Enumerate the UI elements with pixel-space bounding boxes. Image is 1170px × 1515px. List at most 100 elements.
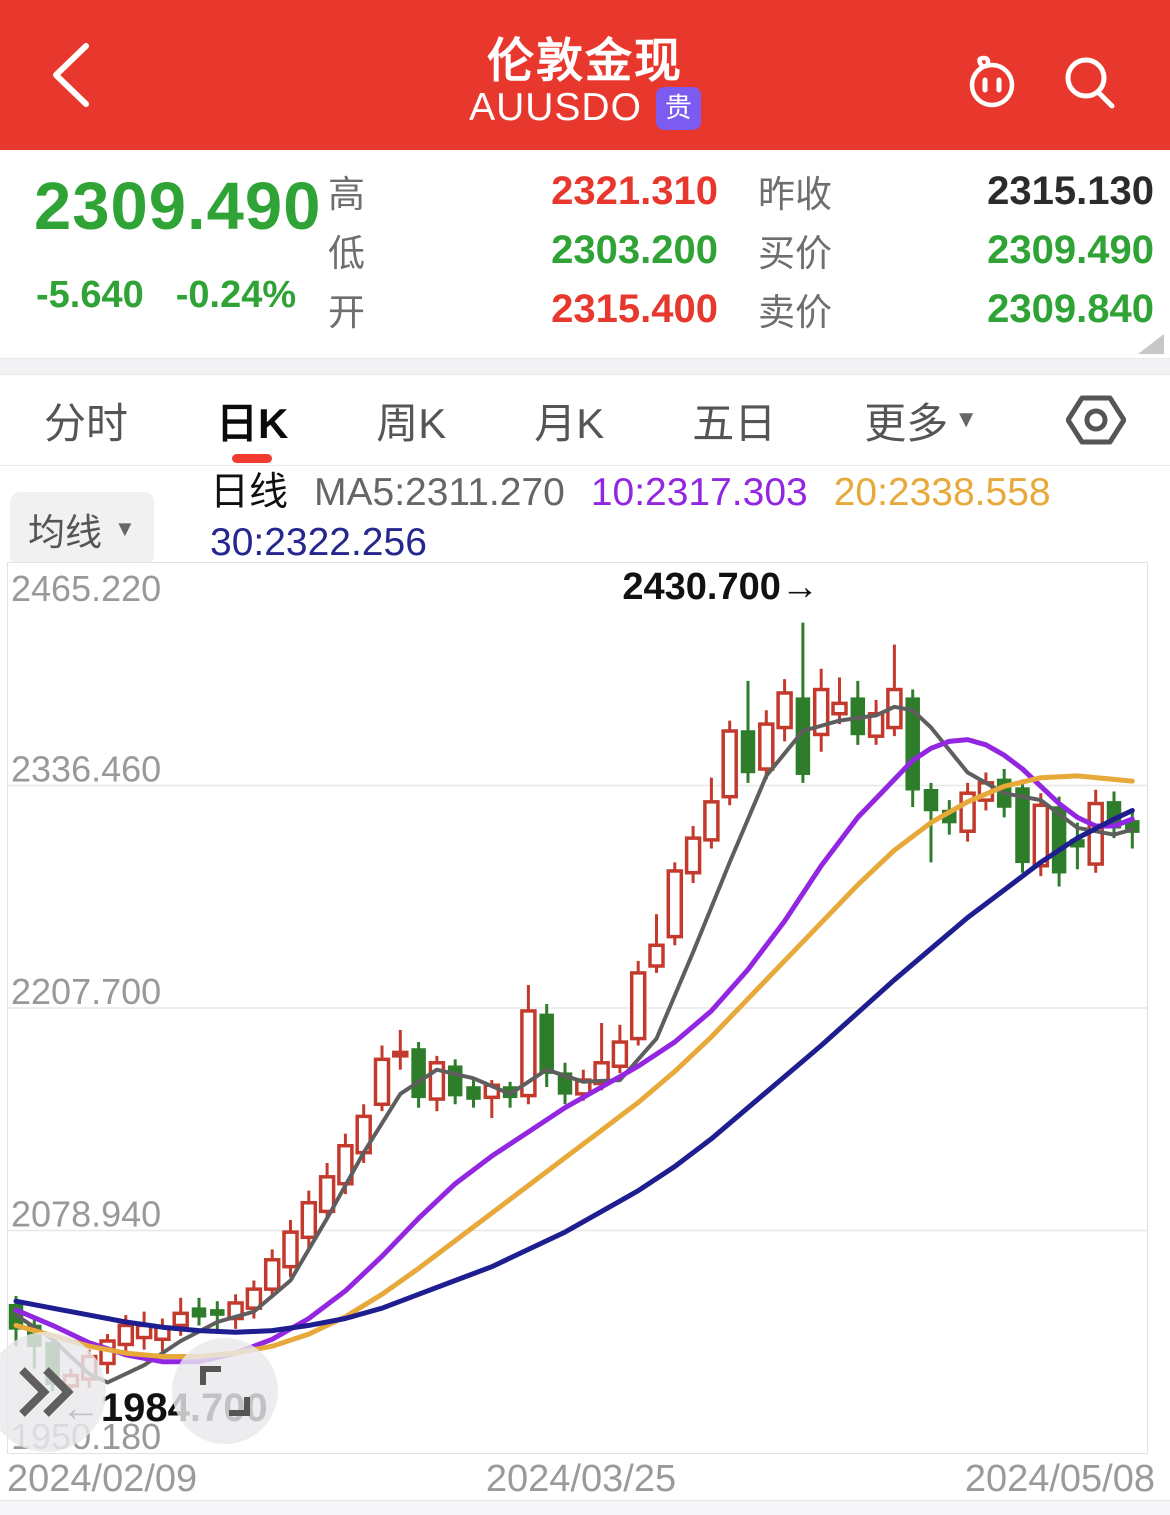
candle-body (684, 836, 702, 875)
change-percent: -0.24% (175, 274, 297, 316)
tab-五日[interactable]: 五日 (692, 375, 776, 466)
chart-settings-icon[interactable] (1066, 392, 1126, 448)
fast-forward-button[interactable] (0, 1332, 106, 1452)
double-chevron-right-icon (19, 1367, 74, 1417)
candle-body (263, 1258, 281, 1291)
candle-body (172, 1311, 189, 1328)
page-title: 伦敦金现 (487, 34, 683, 87)
quote-field-label: 卖价 (758, 292, 832, 333)
tab-label: 月K (534, 399, 605, 447)
tab-label: 五日 (692, 399, 777, 447)
search-icon[interactable] (1060, 52, 1118, 110)
fullscreen-button[interactable] (172, 1338, 278, 1444)
x-axis-tick: 2024/05/08 (964, 1458, 1155, 1500)
change-value: -5.640 (36, 274, 144, 316)
candle-body (593, 1061, 610, 1086)
candlestick-chart-svg: 2465.2202336.4602207.7002078.9401950.180… (8, 566, 1147, 1453)
ma-legend-panel: 均线 ▼ 日线 MA5:2311.270 10:2317.303 20:2338.5… (0, 466, 1170, 566)
candle-body (447, 1065, 463, 1097)
quote-field-row: 高 2321.310 (328, 164, 718, 218)
candle-body (831, 701, 848, 716)
ma-legend-item: MA5:2311.270 (314, 471, 565, 514)
candle-body (648, 943, 665, 968)
candle-body (666, 869, 684, 939)
quote-field-value: 2315.130 (987, 168, 1154, 213)
quote-field-row: 开 2315.400 (328, 282, 718, 336)
quote-field-label: 昨收 (758, 174, 832, 215)
quote-field-label: 低 (328, 233, 365, 274)
period-label: 日线 (210, 471, 289, 514)
symbol-row: AUUSDO 贵 (0, 86, 1170, 130)
quote-field-label: 开 (328, 292, 365, 333)
y-axis-tick: 2336.460 (11, 749, 161, 790)
back-icon[interactable] (48, 42, 92, 108)
candle-body (282, 1230, 299, 1269)
candle-body (611, 1040, 629, 1068)
candle-body (740, 730, 756, 774)
header: 伦敦金现 AUUSDO 贵 (0, 0, 1170, 150)
price-change-row: -5.640 -0.24% (36, 274, 296, 317)
ma-line-ma20 (13, 773, 1135, 1359)
expand-icon (200, 1366, 250, 1416)
candle-body (721, 729, 738, 799)
quote-field-row: 低 2303.200 (328, 223, 718, 277)
candle-body (392, 1050, 409, 1058)
quote-field-row: 买价 2309.490 (758, 223, 1154, 277)
candle-body (776, 691, 793, 730)
candle-body (703, 800, 720, 842)
section-divider (0, 358, 1170, 375)
quote-field-label: 高 (328, 174, 365, 215)
quote-field-row: 昨收 2315.130 (758, 164, 1154, 218)
chevron-down-icon: ▼ (114, 516, 136, 541)
symbol-code: AUUSDO (469, 86, 642, 129)
candlestick-chart[interactable]: 2465.2202336.4602207.7002078.9401950.180… (7, 562, 1148, 1454)
quote-fields-mid: 高 2321.310 低 2303.200 开 2315.400 (328, 164, 718, 336)
candle-body (520, 1009, 537, 1098)
ma-legend-item: 10:2317.303 (590, 471, 808, 514)
ma-legend-item: 20:2338.558 (833, 471, 1051, 514)
y-axis-tick: 2465.220 (11, 568, 161, 609)
chevron-down-icon: ▼ (954, 406, 979, 433)
tab-日K[interactable]: 日K (216, 375, 288, 466)
ma-legend-item: 30:2322.256 (210, 521, 427, 564)
market-badge: 贵 (655, 86, 701, 130)
candle-body (758, 722, 775, 771)
quote-field-value: 2321.310 (551, 168, 718, 213)
candle-body (318, 1175, 336, 1214)
tab-label: 日K (215, 399, 289, 447)
bottom-panel-edge (0, 1500, 1170, 1515)
expand-quote-triangle[interactable] (1138, 334, 1164, 354)
y-axis-tick: 2078.940 (11, 1194, 161, 1235)
quote-field-value: 2309.840 (987, 286, 1154, 331)
tab-周K[interactable]: 周K (376, 375, 446, 466)
candle-body (923, 789, 939, 812)
tab-label: 周K (376, 399, 447, 447)
ma-line-ma30 (13, 808, 1135, 1335)
quote-fields-right: 昨收 2315.130 买价 2309.490 卖价 2309.840 (758, 164, 1154, 336)
tab-月K[interactable]: 月K (534, 375, 604, 466)
quote-panel: 2309.490 -5.640 -0.24% 高 2321.310 低 2303.20… (0, 150, 1170, 358)
candle-body (1015, 787, 1030, 864)
quote-field-label: 买价 (758, 233, 832, 274)
candle-body (539, 1013, 554, 1074)
robot-assistant-icon[interactable] (962, 52, 1020, 110)
x-axis-labels: 2024/02/09 2024/03/25 2024/05/08 (7, 1458, 1155, 1501)
tab-分时[interactable]: 分时 (44, 375, 128, 466)
candle-body (245, 1287, 263, 1310)
x-axis-tick: 2024/02/09 (7, 1458, 198, 1500)
ma-selector-label: 均线 (28, 512, 102, 553)
candle-body (117, 1323, 135, 1347)
candle-body (411, 1048, 426, 1099)
quote-field-value: 2309.490 (987, 227, 1154, 272)
ma-selector-button[interactable]: 均线 ▼ (10, 492, 154, 566)
period-tab-bar: 分时 日K 周K 月K 五日 更多 ▼ (0, 375, 1170, 466)
candle-body (1051, 806, 1067, 874)
candle-body (629, 971, 647, 1041)
tab-更多[interactable]: 更多 ▼ (864, 375, 978, 466)
candle-body (373, 1057, 391, 1107)
candle-body (210, 1309, 225, 1316)
candle-body (191, 1307, 207, 1318)
y-axis-tick: 2207.700 (11, 971, 161, 1012)
candle-body (466, 1086, 481, 1100)
